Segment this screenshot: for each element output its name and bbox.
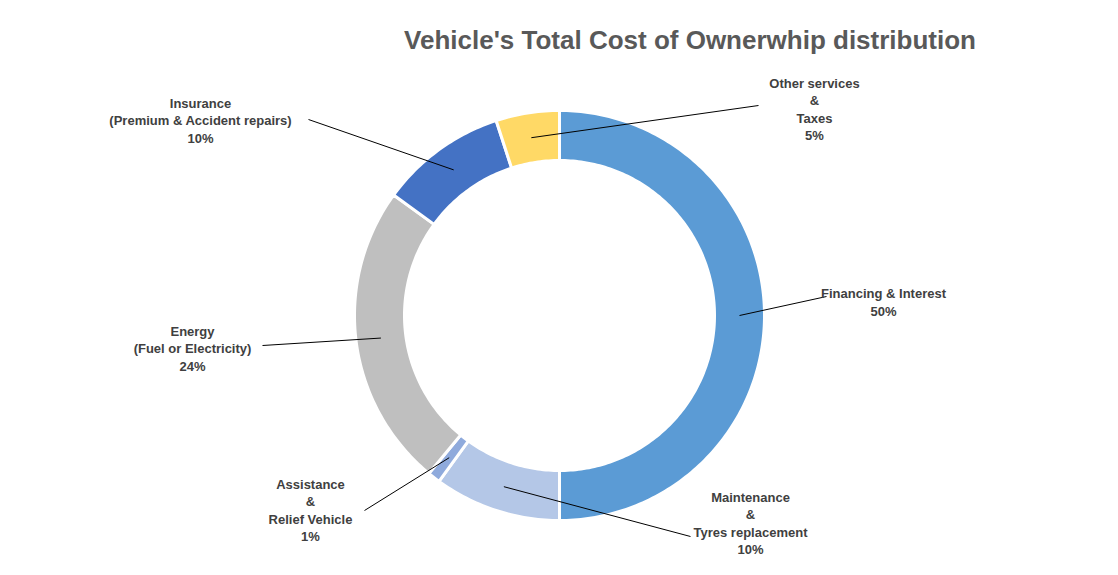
svg-text:Insurance(Premium & Accident r: Insurance(Premium & Accident repairs)10% — [109, 96, 291, 146]
svg-text:Maintenance&Tyres replacement1: Maintenance&Tyres replacement10% — [694, 490, 809, 558]
svg-text:Assistance&Relief Vehicle1%: Assistance&Relief Vehicle1% — [269, 477, 353, 545]
svg-text:Financing & Interest50%: Financing & Interest50% — [821, 286, 947, 319]
svg-text:Other services&Taxes5%: Other services&Taxes5% — [769, 76, 859, 144]
svg-text:Energy(Fuel or Electricity)24%: Energy(Fuel or Electricity)24% — [134, 324, 252, 374]
html-text:Vehicle's Total Cost of Ownerw: Vehicle's Total Cost of Ownerwhip distri… — [404, 25, 976, 55]
